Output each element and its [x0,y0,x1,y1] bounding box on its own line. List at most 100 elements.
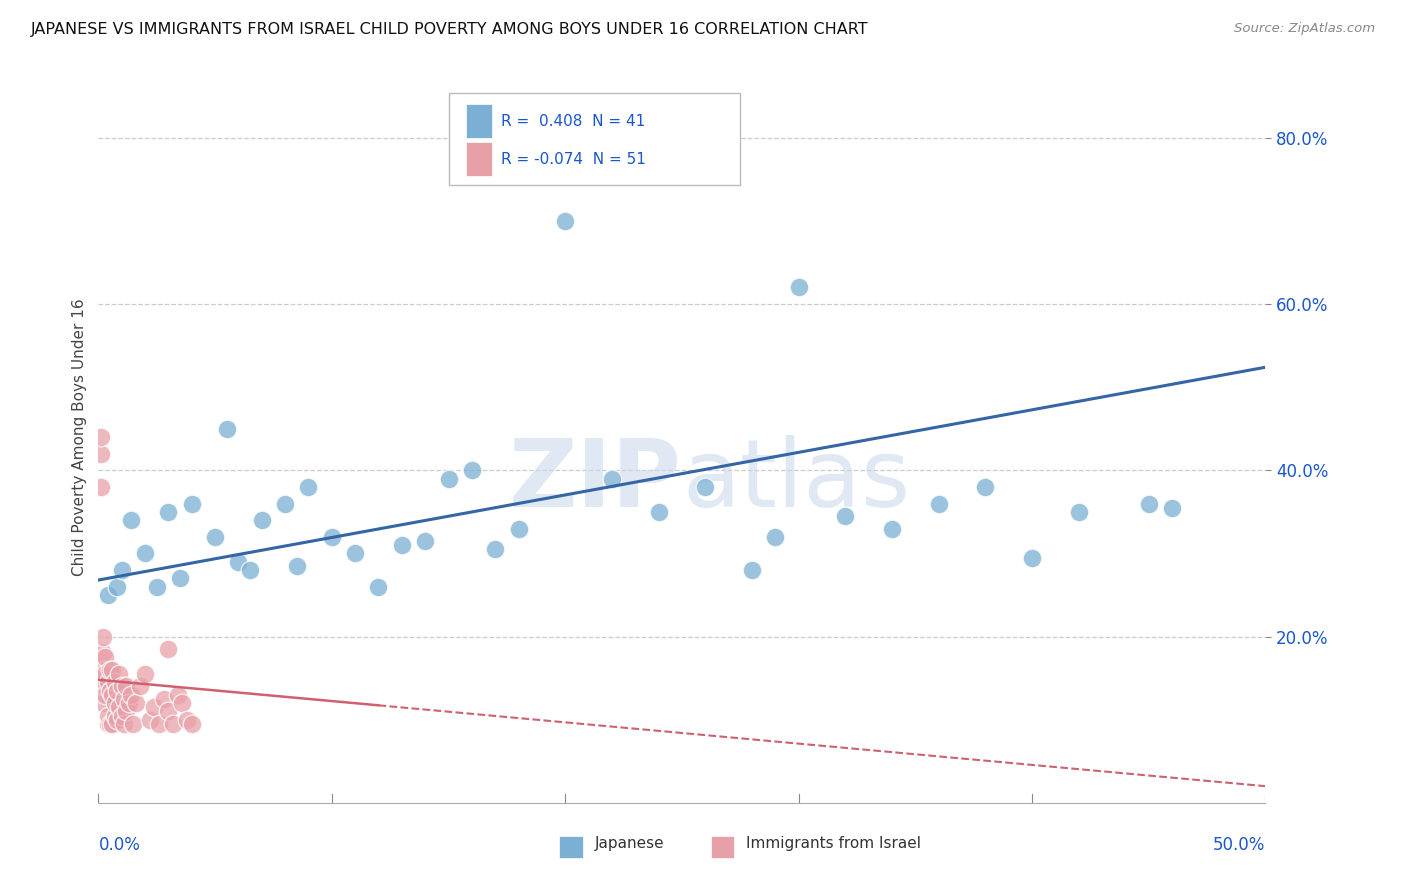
Point [250,513,273,527]
Point [108,667,131,681]
Point [94,667,117,681]
Text: JAPANESE VS IMMIGRANTS FROM ISRAEL CHILD POVERTY AMONG BOYS UNDER 16 CORRELATION: JAPANESE VS IMMIGRANTS FROM ISRAEL CHILD… [31,22,869,37]
Point [176,713,198,727]
Point [98,663,121,677]
Point [94,650,117,665]
Point [437,472,460,486]
Point [120,688,142,702]
Point [554,214,576,228]
Point [1021,550,1043,565]
Point [180,497,202,511]
Point [321,530,343,544]
Point [215,422,238,436]
Point [101,716,124,731]
Point [97,675,120,690]
Point [105,713,128,727]
Point [111,563,134,577]
Point [297,480,319,494]
Point [274,497,297,511]
Point [143,700,166,714]
Point [129,680,152,694]
Point [125,696,148,710]
Text: R =  0.408  N = 41: R = 0.408 N = 41 [501,113,645,128]
Point [122,716,145,731]
Point [111,680,134,694]
Point [115,705,138,719]
Point [97,716,120,731]
Point [157,642,180,657]
Point [91,663,114,677]
Point [105,683,128,698]
Text: R = -0.074  N = 51: R = -0.074 N = 51 [501,152,645,167]
Point [166,688,188,702]
Point [111,708,134,723]
Text: 50.0%: 50.0% [1213,836,1265,854]
Point [695,480,717,494]
Point [461,463,484,477]
Point [391,538,413,552]
Point [152,692,174,706]
Point [90,430,112,444]
Point [172,696,194,710]
Text: Japanese: Japanese [595,836,664,851]
Point [157,505,180,519]
Point [112,692,135,706]
Point [91,646,114,660]
Point [104,696,127,710]
Point [285,558,308,573]
Point [146,580,169,594]
Point [98,683,121,698]
Point [741,563,763,577]
Point [97,708,120,723]
FancyBboxPatch shape [465,104,492,138]
Point [180,716,202,731]
Point [104,708,127,723]
Point [108,700,131,714]
Point [134,546,156,560]
Text: ZIP: ZIP [509,435,682,527]
Point [367,580,389,594]
Point [97,588,120,602]
FancyBboxPatch shape [465,143,492,176]
Point [204,530,226,544]
Point [928,497,950,511]
Y-axis label: Child Poverty Among Boys Under 16: Child Poverty Among Boys Under 16 [72,298,87,576]
Point [157,705,180,719]
Point [239,563,262,577]
Text: atlas: atlas [682,435,910,527]
Point [1161,500,1184,515]
Point [787,280,810,294]
Point [91,671,114,685]
Point [228,555,250,569]
Point [105,580,128,594]
FancyBboxPatch shape [449,94,741,185]
Point [1137,497,1160,511]
Point [112,716,135,731]
Point [94,688,117,702]
Point [880,521,903,535]
Text: 0.0%: 0.0% [98,836,141,854]
Point [148,716,170,731]
Point [600,472,623,486]
Point [139,713,162,727]
Point [118,696,141,710]
Point [763,530,786,544]
Point [94,680,117,694]
Text: Immigrants from Israel: Immigrants from Israel [747,836,921,851]
Point [834,509,856,524]
Point [162,716,184,731]
Point [413,533,436,548]
Point [91,630,114,644]
Point [120,513,142,527]
Point [344,546,367,560]
Point [115,680,138,694]
FancyBboxPatch shape [560,836,582,858]
Point [484,542,506,557]
Point [647,505,669,519]
Point [169,571,191,585]
Point [90,480,112,494]
Point [101,688,124,702]
Point [91,696,114,710]
Point [508,521,530,535]
Point [134,667,156,681]
